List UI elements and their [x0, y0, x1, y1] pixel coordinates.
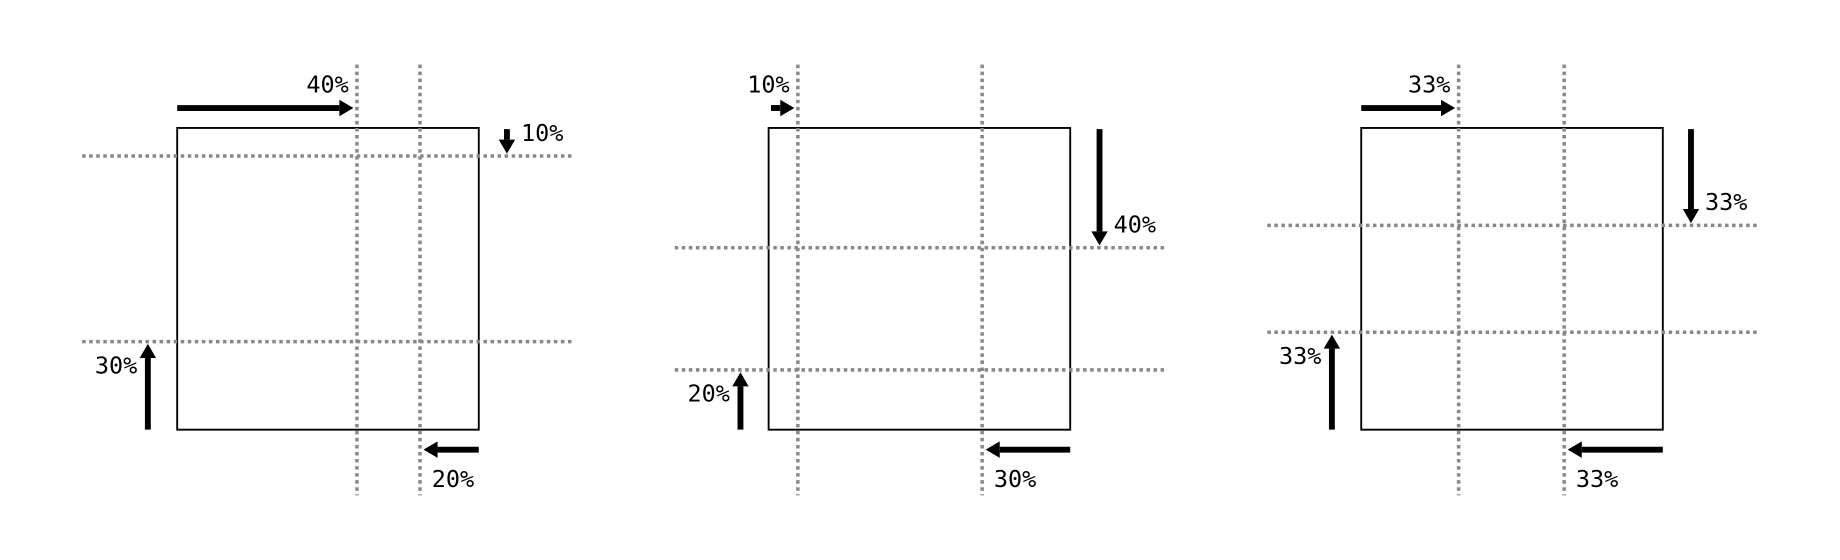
arrow-head: [780, 99, 795, 117]
panel: 33% 33% 33% 33%: [1267, 64, 1758, 496]
arrow-head: [498, 139, 516, 154]
top-label: 40%: [306, 71, 348, 99]
right-label: 10%: [521, 119, 563, 147]
square: [767, 127, 1072, 431]
arrow-head: [1441, 99, 1456, 117]
arrow-head: [1323, 334, 1341, 349]
bottom-label: 33%: [1576, 465, 1618, 493]
left-label: 30%: [95, 351, 137, 379]
arrow-head: [139, 343, 157, 359]
panel: 40% 10% 20% 30%: [82, 64, 575, 496]
top-label: 10%: [747, 71, 789, 99]
right-label: 33%: [1705, 188, 1747, 216]
square: [1360, 127, 1664, 431]
arrow-head: [1567, 441, 1582, 458]
arrow-head: [1682, 208, 1700, 224]
panel: 10% 40% 30% 20%: [674, 64, 1168, 496]
arrow-head: [732, 372, 749, 387]
square: [176, 127, 480, 431]
arrow-head: [423, 441, 438, 458]
right-label: 40%: [1114, 210, 1156, 238]
arrow-head: [1091, 231, 1108, 246]
arrow-head: [339, 99, 354, 117]
bottom-label: 20%: [432, 465, 474, 493]
bottom-label: 30%: [994, 465, 1036, 493]
arrow-head: [985, 441, 1000, 458]
top-label: 33%: [1408, 71, 1450, 99]
left-label: 33%: [1279, 342, 1321, 370]
left-label: 20%: [688, 380, 730, 408]
